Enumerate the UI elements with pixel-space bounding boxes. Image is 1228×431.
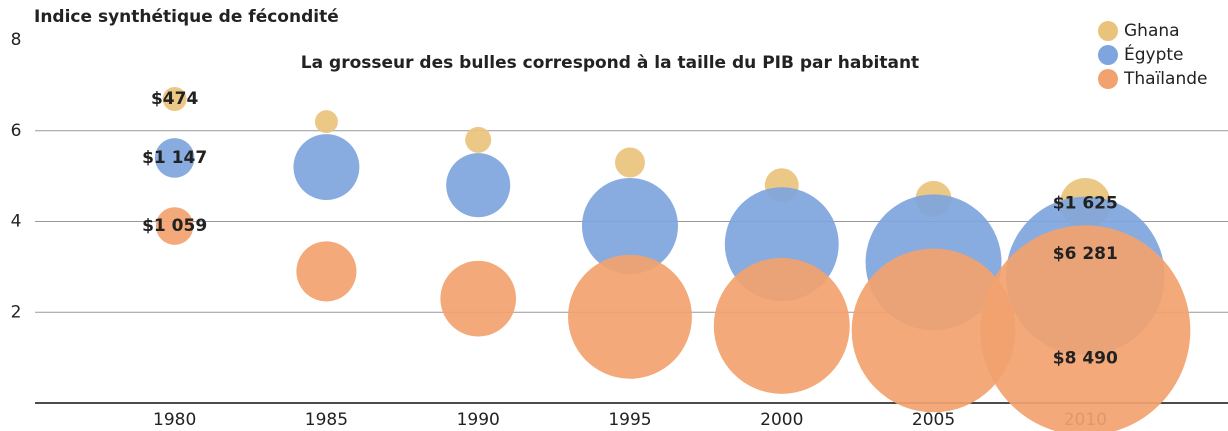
bubble (568, 254, 692, 379)
data-label: $6 281 (1053, 244, 1118, 264)
x-tick-label: 1980 (153, 410, 196, 430)
data-label: $1 625 (1053, 193, 1118, 213)
bubble (980, 225, 1191, 431)
bubble (440, 260, 517, 337)
bubble (154, 138, 195, 178)
bubble (314, 110, 338, 134)
x-tick-label: 1990 (457, 410, 500, 430)
y-tick-label: 8 (11, 30, 22, 50)
legend-label: Thaïlande (1123, 69, 1207, 89)
legend-swatch (1098, 45, 1118, 65)
bubble (581, 178, 679, 275)
bubble (293, 134, 360, 200)
data-label: $1 059 (142, 216, 207, 236)
bubble (296, 241, 357, 302)
bubble (465, 126, 492, 153)
bubble (615, 147, 645, 178)
bubble (162, 86, 187, 111)
data-label: $1 147 (142, 148, 207, 168)
bubbles (154, 86, 1191, 431)
legend-swatch (1098, 69, 1118, 89)
legend-label: Ghana (1124, 21, 1180, 41)
data-label: $8 490 (1053, 348, 1118, 368)
bubble (851, 248, 1016, 413)
bubble (446, 153, 511, 218)
y-tick-label: 4 (11, 212, 22, 232)
x-tick-label: 1995 (608, 410, 651, 430)
chart-title: Indice synthétique de fécondité (34, 7, 339, 27)
chart-subtitle: La grosseur des bulles correspond à la t… (301, 53, 919, 73)
x-tick-label: 1985 (305, 410, 348, 430)
x-tick-label: 2005 (912, 410, 955, 430)
bubble (155, 207, 194, 245)
x-tick-label: 2000 (760, 410, 803, 430)
legend-swatch (1098, 21, 1118, 41)
bubble (713, 257, 850, 394)
y-tick-label: 2 (11, 302, 22, 322)
legend-label: Égypte (1124, 43, 1184, 65)
y-tick-label: 6 (11, 121, 22, 141)
data-label: $474 (151, 89, 198, 109)
